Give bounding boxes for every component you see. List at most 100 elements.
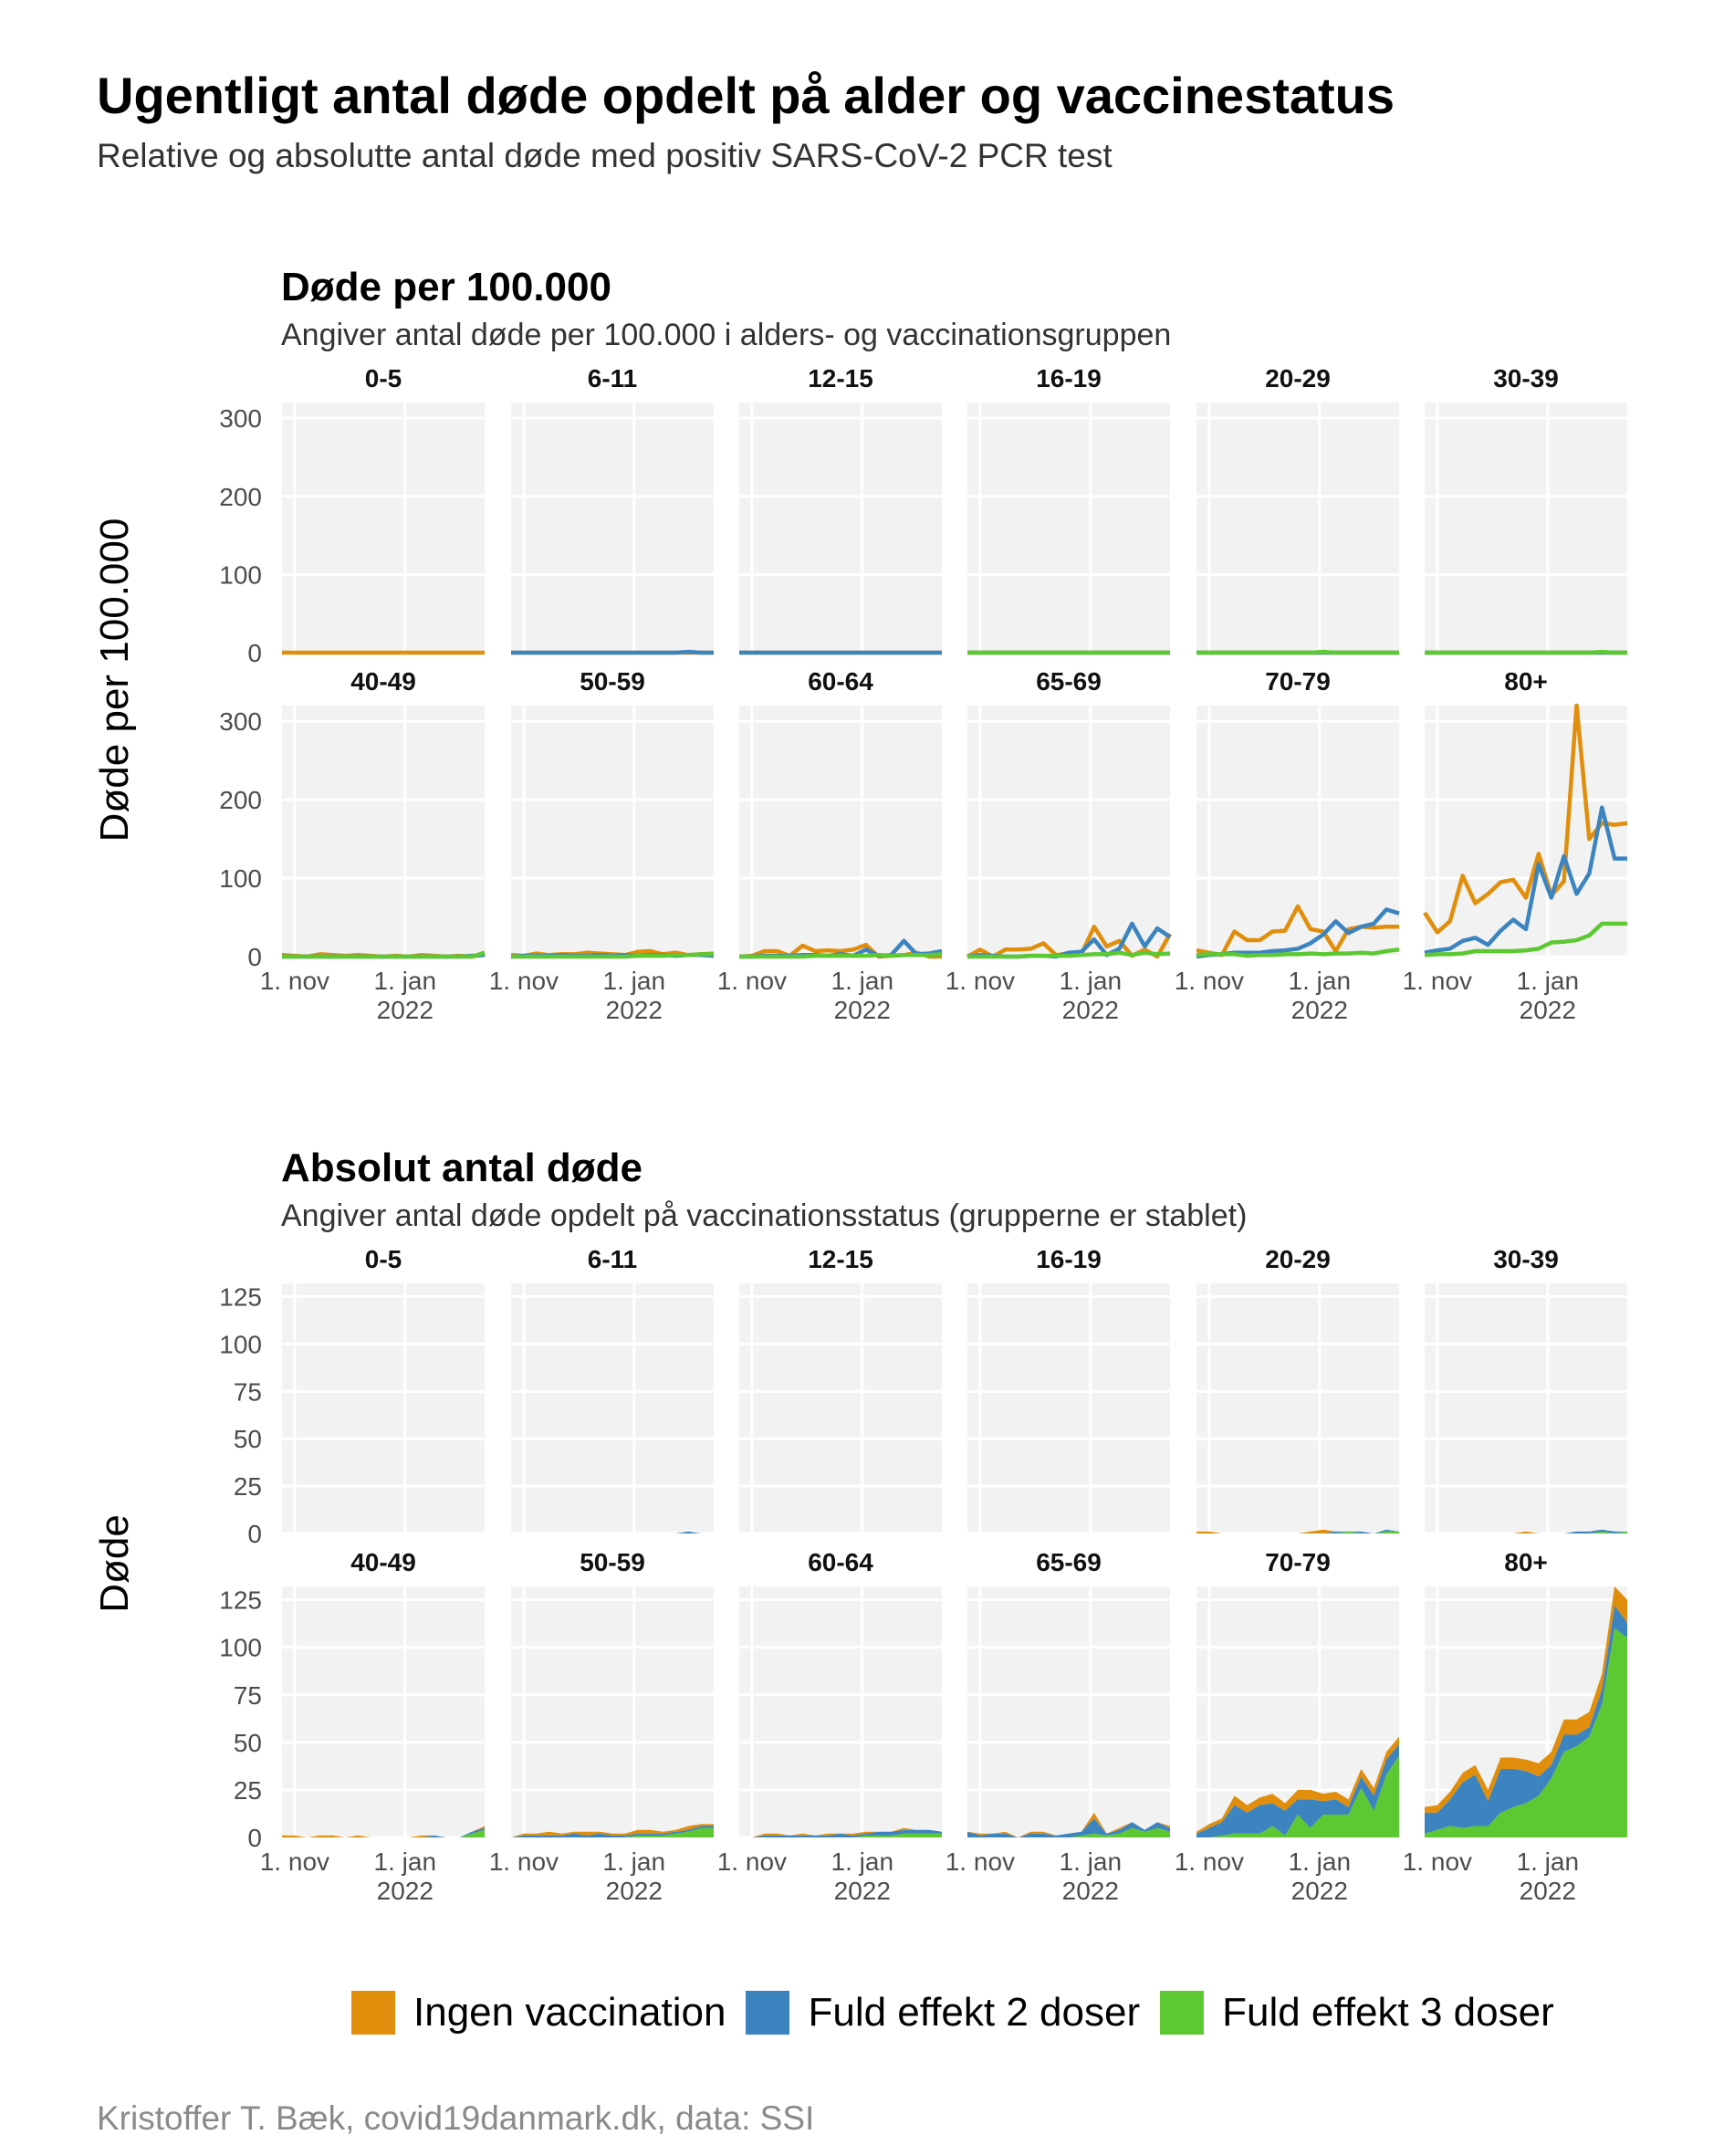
facet-16-19: 16-19: [967, 1245, 1170, 1535]
y-tick-label: 100: [219, 1634, 262, 1662]
x-tick-label: 1. jan: [1289, 1847, 1352, 1876]
series-area-fuld-effekt-3-doser: [1425, 1531, 1627, 1533]
x-tick-label: 1. nov: [946, 967, 1015, 995]
panel-background: [1196, 1283, 1399, 1533]
series-line-fuld-effekt-2-doser: [511, 649, 714, 655]
panel-background: [967, 1586, 1170, 1837]
x-tick-label: 1. nov: [1175, 1847, 1244, 1876]
series-area-fuld-effekt-2-doser: [1196, 1529, 1399, 1533]
x-tick-label: 1. nov: [1403, 1847, 1472, 1876]
series-area-ingen-vaccination: [1196, 1529, 1399, 1533]
series-area-fuld-effekt-2-doser: [1196, 1743, 1399, 1837]
facet-label: 70-79: [1265, 667, 1331, 696]
facet-label: 50-59: [580, 1548, 645, 1576]
series-area-fuld-effekt-2-doser: [511, 1531, 714, 1533]
facet-label: 30-39: [1493, 364, 1559, 392]
x-tick-label: 2022: [1520, 1877, 1576, 1905]
y-tick-label: 100: [219, 864, 262, 893]
legend-item-two-doses: Fuld effekt 2 doser: [746, 1990, 1140, 2036]
facet-0-5: 0-5 0 100 200 300: [219, 364, 485, 667]
x-tick-label: 1. nov: [489, 967, 559, 995]
y-tick-label: 0: [247, 943, 262, 971]
facet-label: 65-69: [1036, 667, 1102, 696]
facet-label: 50-59: [580, 667, 645, 696]
series-area-fuld-effekt-3-doser: [739, 1833, 942, 1837]
x-tick-label: 1. jan: [603, 1847, 666, 1876]
x-tick-label: 1. nov: [1403, 967, 1472, 995]
x-tick-label: 2022: [1291, 1877, 1348, 1905]
section-subtitle-absolute: Angiver antal døde opdelt på vaccination…: [281, 1198, 1248, 1233]
panel-background: [967, 1283, 1170, 1533]
y-tick-label: 25: [234, 1776, 262, 1805]
facet-label: 30-39: [1493, 1245, 1559, 1273]
section-title-absolute: Absolut antal døde: [281, 1146, 643, 1190]
panel-background: [1425, 403, 1627, 653]
x-tick-label: 1. nov: [1175, 967, 1244, 995]
panel-background: [282, 403, 485, 653]
legend-key-three-doses: [1160, 1991, 1205, 2035]
series-area-fuld-effekt-3-doser: [967, 1827, 1170, 1837]
y-tick-label: 125: [219, 1586, 262, 1615]
x-tick-label: 2022: [1062, 1877, 1119, 1905]
facet-panels: Døde per 100.000 0-5 0 100 200 300 6-11 12-15 16…: [92, 364, 1628, 1905]
x-tick-label: 1. jan: [1060, 1847, 1123, 1876]
panel-background: [282, 1283, 485, 1533]
facet-label: 16-19: [1036, 364, 1102, 392]
x-tick-label: 2022: [377, 1877, 434, 1905]
facet-6-11: 6-11: [511, 1245, 714, 1535]
series-line-fuld-effekt-3-doser: [1424, 921, 1627, 958]
series-area-fuld-effekt-3-doser: [1425, 1627, 1627, 1837]
y-tick-label: 0: [247, 639, 262, 667]
facet-label: 40-49: [350, 667, 416, 696]
y-tick-label: 200: [219, 786, 262, 814]
series-area-fuld-effekt-2-doser: [739, 1829, 942, 1837]
facet-label: 80+: [1504, 667, 1548, 696]
x-tick-label: 1. nov: [946, 1847, 1015, 1876]
series-area-fuld-effekt-3-doser: [1196, 1755, 1399, 1837]
y-tick-label: 100: [219, 1330, 262, 1358]
facet-label: 0-5: [365, 364, 402, 392]
y-tick-label: 50: [234, 1729, 262, 1757]
series-area-ingen-vaccination: [1196, 1736, 1399, 1834]
legend-item-unvaccinated: Ingen vaccination: [351, 1990, 726, 2036]
panel-background: [967, 706, 1170, 957]
series-area-fuld-effekt-2-doser: [1425, 1529, 1627, 1533]
panel-background: [1425, 1283, 1627, 1533]
facet-label: 6-11: [588, 1245, 638, 1273]
legend-label-three-doses: Fuld effekt 3 doser: [1222, 1990, 1554, 2035]
series-area-fuld-effekt-2-doser: [967, 1818, 1170, 1837]
x-tick-label: 2022: [1062, 996, 1119, 1024]
x-tick-label: 1. nov: [260, 1847, 329, 1876]
x-tick-label: 1. jan: [374, 1847, 437, 1876]
y-tick-label: 0: [247, 1824, 262, 1852]
facet-30-39: 30-39: [1425, 364, 1627, 655]
y-tick-label: 100: [219, 560, 262, 589]
y-axis-title: Døde: [92, 1514, 137, 1613]
series-area-fuld-effekt-3-doser: [1196, 1531, 1399, 1533]
series-area-fuld-effekt-2-doser: [1425, 1605, 1627, 1834]
x-tick-label: 1. jan: [1517, 967, 1580, 995]
chart-subtitle: Relative og absolutte antal døde med pos…: [97, 137, 1113, 174]
x-tick-label: 1. jan: [831, 1847, 894, 1876]
section-title-rate: Døde per 100.000: [281, 265, 611, 309]
panel-background: [739, 1283, 942, 1533]
facet-label: 0-5: [365, 1245, 402, 1273]
series-area-fuld-effekt-3-doser: [511, 1827, 714, 1837]
facet-20-29: 20-29: [1196, 1245, 1399, 1535]
facet-label: 70-79: [1265, 1548, 1331, 1576]
facet-label: 20-29: [1265, 1245, 1331, 1273]
facet-label: 12-15: [808, 364, 873, 392]
legend: Ingen vaccination Fuld effekt 2 doser Fu…: [351, 1990, 1574, 2036]
facet-16-19: 16-19: [967, 364, 1170, 655]
series-area-fuld-effekt-3-doser: [282, 1829, 485, 1837]
